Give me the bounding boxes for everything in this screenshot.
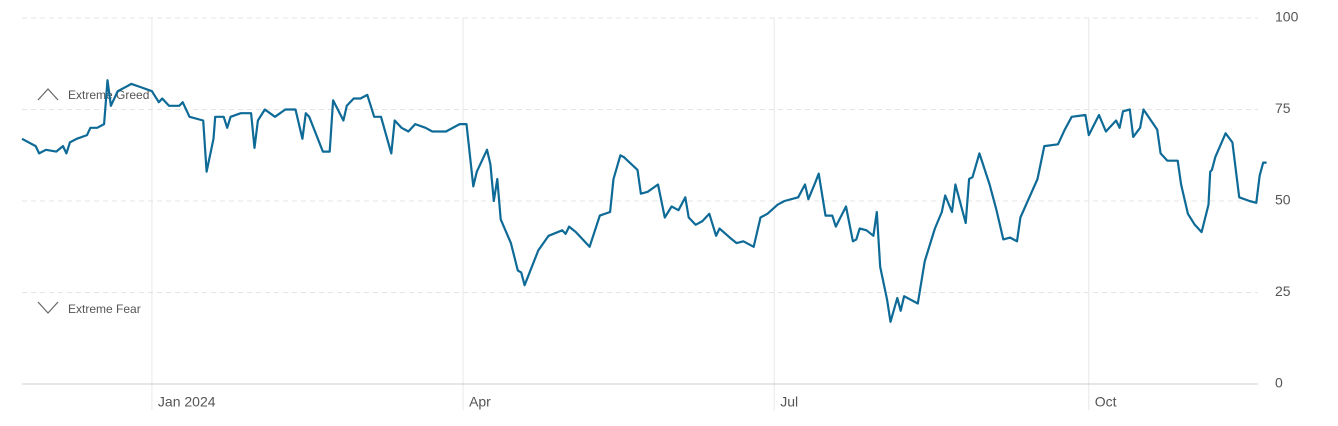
- annotation: Extreme Fear: [68, 302, 141, 316]
- data-line: [21, 79, 1267, 323]
- y-tick-label: 0: [1275, 375, 1283, 391]
- y-tick-label: 25: [1275, 283, 1291, 299]
- y-tick-label: 75: [1275, 100, 1291, 116]
- y-tick-label: 100: [1275, 9, 1299, 25]
- x-tick-label: Jul: [780, 394, 798, 410]
- fear-caret: [37, 301, 59, 314]
- x-tick-label: Apr: [469, 394, 491, 410]
- greed-caret: [37, 88, 59, 101]
- x-tick-label: Jan 2024: [158, 394, 216, 410]
- x-tick-label: Oct: [1095, 394, 1117, 410]
- y-tick-label: 50: [1275, 192, 1291, 208]
